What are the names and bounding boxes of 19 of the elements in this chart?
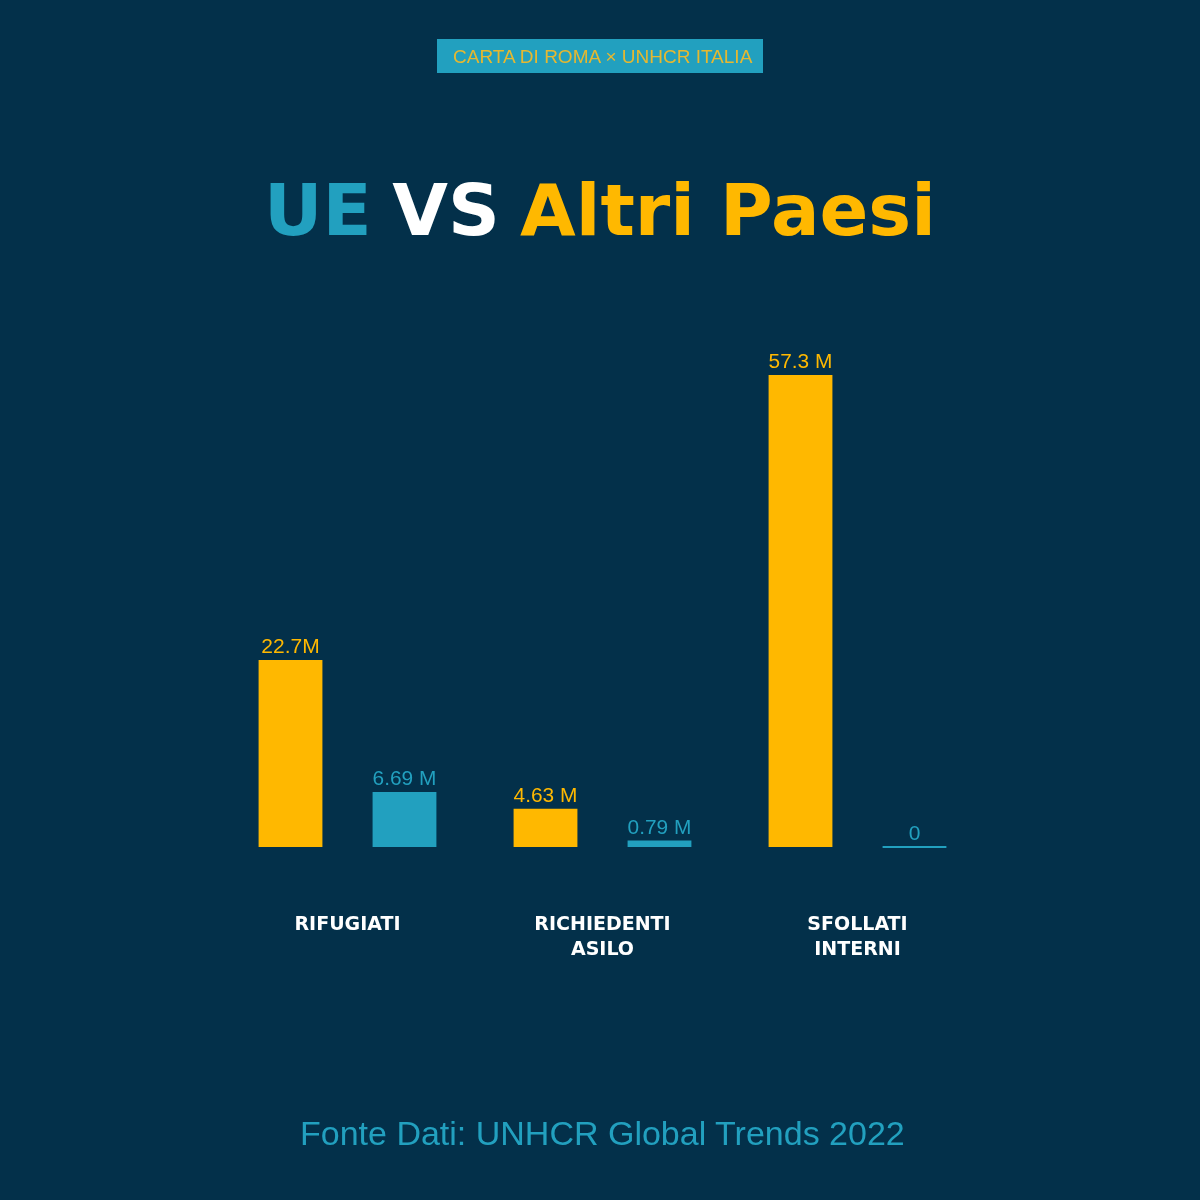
chart-title: VS (392, 168, 500, 253)
text: Altri Paesi (520, 168, 936, 252)
data-label: 0 (908, 821, 921, 844)
data-label: 57.3 M (768, 348, 833, 372)
bar (627, 840, 692, 847)
data-label: 4.63 M (513, 782, 578, 806)
bar (372, 791, 437, 847)
text: UE (264, 168, 372, 252)
x-tick-label: RICHIEDENTI ASILO (534, 912, 671, 959)
bar (768, 374, 833, 847)
source-note: Fonte Dati: UNHCR Global Trends 2022 (300, 1114, 905, 1152)
data-label: 0.79 M (627, 814, 692, 838)
bar (258, 659, 323, 847)
data-label: 6.69 M (372, 765, 437, 789)
text: CARTA DI ROMA × UNHCR ITALIA (453, 46, 753, 67)
x-tick-label: SFOLLATI INTERNI (807, 912, 908, 959)
bar (513, 808, 578, 847)
data-label: 22.7M (261, 633, 320, 657)
x-tick-label: RIFUGIATI (294, 912, 401, 934)
